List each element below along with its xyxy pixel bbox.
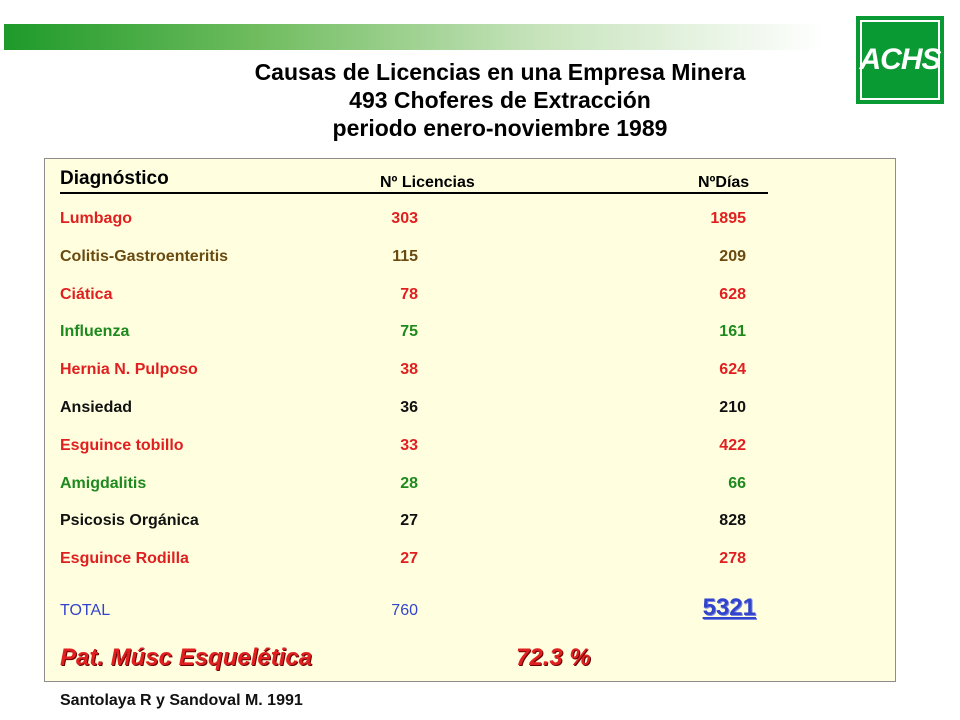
licenses-cell: 27 <box>400 512 418 530</box>
days-cell: 628 <box>719 285 746 303</box>
licenses-cell: 28 <box>400 474 418 492</box>
summary-row: Pat. Músc Esquelética 72.3 % <box>0 644 960 678</box>
licenses-cell: 27 <box>400 550 418 568</box>
diagnosis-cell: Hernia N. Pulposo <box>60 361 198 379</box>
days-cell: 1895 <box>710 210 746 227</box>
days-cell: 422 <box>719 436 746 454</box>
diagnosis-cell: Ansiedad <box>60 399 133 416</box>
header-days: NºDías <box>698 174 750 191</box>
header-licenses: Nº Licencias <box>380 174 475 191</box>
days-cell: 209 <box>719 247 746 265</box>
diagnosis-cell: Ciática <box>60 285 113 303</box>
achs-logo: ACHS <box>856 16 944 104</box>
diagnosis-cell: Amigdalitis <box>60 474 147 492</box>
diagnosis-cell: Esguince Rodilla <box>60 550 189 568</box>
diagnosis-cell: Psicosis Orgánica <box>60 512 199 530</box>
licenses-cell: 33 <box>400 436 418 454</box>
summary-label: Pat. Músc Esquelética <box>60 644 313 671</box>
total-days: 5321 <box>702 594 756 621</box>
licenses-cell: 78 <box>400 285 418 303</box>
table-row: Esguince tobillo 33 422 <box>0 437 960 461</box>
table-row: Amigdalitis 28 66 <box>0 475 960 499</box>
diagnosis-cell: Lumbago <box>60 210 132 227</box>
days-cell: 828 <box>719 512 746 530</box>
achs-logo-text: ACHS <box>859 43 942 76</box>
days-cell: 161 <box>719 323 746 341</box>
total-licenses: 760 <box>391 602 418 619</box>
summary-value: 72.3 % <box>516 644 591 671</box>
diagnosis-cell: Influenza <box>60 323 130 341</box>
title-line-3: periodo enero-noviembre 1989 <box>332 115 668 141</box>
licenses-cell: 303 <box>391 210 418 227</box>
diagnosis-cell: Esguince tobillo <box>60 436 184 454</box>
table-row: Hernia N. Pulposo 38 624 <box>0 361 960 385</box>
table-row: Colitis-Gastroenteritis 115 209 <box>0 248 960 272</box>
table-row: Esguince Rodilla 27 278 <box>0 550 960 574</box>
header-gradient-bar <box>4 24 824 50</box>
days-cell: 210 <box>719 399 746 416</box>
licenses-cell: 115 <box>392 247 418 265</box>
licenses-cell: 38 <box>400 361 418 379</box>
source-citation: Santolaya R y Sandoval M. 1991 <box>60 692 303 709</box>
header-diagnosis: Diagnóstico <box>60 168 768 194</box>
days-cell: 66 <box>728 474 746 492</box>
table-row: Ciática 78 628 <box>0 286 960 310</box>
days-cell: 624 <box>719 361 746 379</box>
title-line-1: Causas de Licencias en una Empresa Miner… <box>254 59 746 85</box>
table-row: Psicosis Orgánica 27 828 <box>0 512 960 536</box>
licenses-cell: 75 <box>400 323 418 341</box>
table-row: Influenza 75 161 <box>0 323 960 347</box>
table-panel <box>44 158 896 682</box>
days-cell: 278 <box>719 550 746 568</box>
slide-title: Causas de Licencias en una Empresa Miner… <box>170 58 830 142</box>
table-row: Lumbago 303 1895 <box>0 210 960 234</box>
title-line-2: 493 Choferes de Extracción <box>349 87 651 113</box>
diagnosis-cell: Colitis-Gastroenteritis <box>60 247 229 265</box>
total-row: TOTAL 760 5321 <box>0 594 960 630</box>
licenses-cell: 36 <box>400 399 418 416</box>
total-label: TOTAL <box>60 602 111 619</box>
table-row: Ansiedad 36 210 <box>0 399 960 423</box>
achs-logo-frame: ACHS <box>859 20 942 100</box>
